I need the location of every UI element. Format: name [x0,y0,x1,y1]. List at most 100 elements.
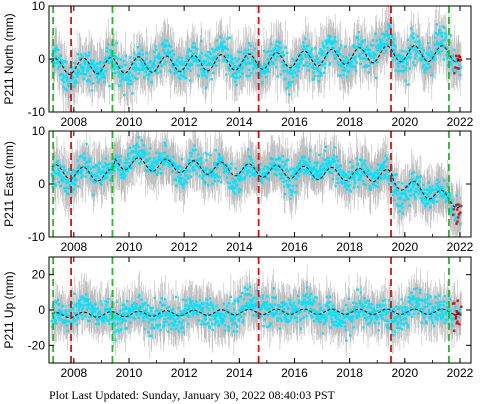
east-daily-point [120,176,123,180]
north-daily-point [146,64,149,68]
north-x-tick-label: 2012 [171,115,198,129]
east-daily-point [162,163,165,167]
east-daily-point [289,197,292,200]
north-daily-point [275,44,278,47]
east-daily-point [198,167,201,170]
east-daily-point [224,169,228,172]
north-daily-point [272,55,275,58]
north-daily-point [182,72,186,75]
east-daily-point [380,177,383,180]
north-daily-point [375,76,378,80]
north-daily-point [334,36,337,39]
north-daily-point [189,69,192,72]
east-daily-point [333,160,337,163]
east-daily-point [167,160,170,163]
north-daily-point [353,66,357,69]
north-daily-point [375,45,378,48]
north-daily-point [321,64,324,67]
north-daily-point [185,59,189,62]
north-daily-point [356,35,359,39]
east-daily-point [353,176,356,179]
north-daily-point [77,70,80,73]
east-daily-point [357,173,360,176]
north-daily-point [124,54,127,58]
north-daily-point [390,33,394,37]
north-daily-point [307,44,310,47]
north-daily-point [85,79,88,83]
east-daily-point [239,188,243,192]
north-daily-point [418,40,421,44]
east-daily-point [196,163,199,166]
east-daily-point [212,168,215,171]
east-recent-point [454,219,457,222]
north-daily-point [211,64,215,67]
north-daily-point [310,49,313,53]
north-daily-point [220,41,223,45]
north-daily-point [419,52,422,55]
east-daily-point [417,185,420,188]
north-daily-point [333,53,336,57]
north-daily-point [328,61,332,65]
north-daily-point [376,61,379,64]
north-daily-point [385,32,389,36]
north-daily-point [161,58,164,61]
east-daily-point [295,177,298,181]
north-daily-point [169,71,172,74]
north-daily-point [88,66,91,69]
north-daily-point [55,45,58,48]
east-daily-point [142,143,145,147]
east-daily-point [93,181,96,184]
north-daily-point [313,67,316,70]
east-daily-point [233,192,237,195]
east-daily-point [294,191,297,194]
north-daily-point [354,55,357,58]
north-recent-point [456,57,459,61]
north-daily-point [327,50,330,53]
north-daily-point [427,62,430,66]
north-daily-point [217,48,220,51]
north-daily-point [396,54,399,57]
north-daily-point [425,66,428,70]
north-daily-point [126,77,129,81]
north-daily-point [105,50,108,53]
east-daily-point [401,202,404,205]
north-daily-point [146,78,150,81]
north-daily-point [391,50,394,54]
east-daily-point [183,171,187,174]
east-daily-point [326,165,330,169]
east-daily-point [169,161,172,165]
north-daily-point [89,74,92,77]
east-daily-point [294,170,298,174]
north-daily-point [164,60,168,63]
east-daily-point [451,199,454,202]
east-daily-point [221,158,224,161]
east-daily-point [105,172,108,176]
north-daily-point [137,68,140,71]
north-daily-point [383,35,387,38]
east-daily-point [103,177,106,180]
east-daily-point [148,157,151,160]
east-daily-point [163,151,166,154]
north-daily-point [248,68,251,71]
east-daily-point [327,162,330,165]
east-daily-point [317,177,321,180]
east-daily-point [333,158,336,161]
east-daily-point [227,172,230,175]
north-daily-point [157,56,160,59]
north-daily-point [424,68,427,71]
east-daily-point [361,170,364,173]
east-daily-point [346,176,349,179]
east-daily-point [429,189,432,192]
north-daily-point [268,62,271,65]
east-daily-point [98,168,101,171]
east-daily-point [127,164,131,168]
east-daily-point [438,186,441,190]
north-daily-point [260,64,263,68]
east-daily-point [197,153,200,156]
north-daily-point [311,64,315,67]
east-daily-point [250,158,253,162]
north-daily-point [236,65,239,69]
north-daily-point [368,51,371,55]
north-daily-point [113,68,116,71]
north-daily-point [212,50,215,53]
